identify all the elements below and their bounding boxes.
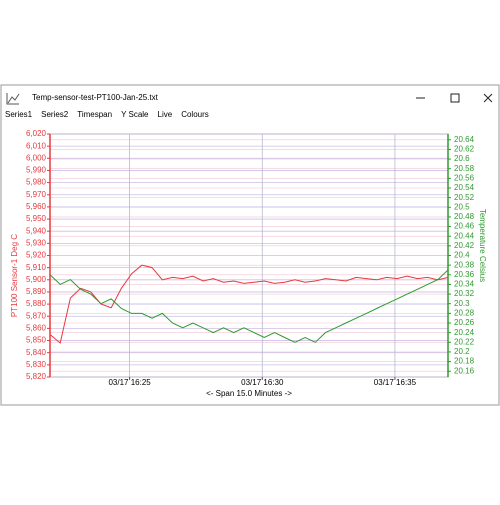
y-tick-label: 5,950 bbox=[26, 214, 47, 223]
y2-tick-label: 20.48 bbox=[454, 212, 475, 221]
close-button[interactable] bbox=[483, 93, 493, 103]
y-tick-label: 5,860 bbox=[26, 324, 47, 333]
y-tick-label: 6,020 bbox=[26, 129, 47, 138]
menu-item[interactable]: Timespan bbox=[77, 110, 112, 119]
y-tick-label: 5,940 bbox=[26, 226, 47, 235]
y2-tick-label: 20.6 bbox=[454, 154, 470, 163]
y-tick-label: 5,880 bbox=[26, 299, 47, 308]
y-tick-label: 5,980 bbox=[26, 178, 47, 187]
app-icon bbox=[6, 93, 20, 105]
y2-tick-label: 20.34 bbox=[454, 280, 475, 289]
menu-bar: Series1 Series2 Timespan Y Scale Live Colours bbox=[5, 110, 209, 119]
y2-tick-label: 20.4 bbox=[454, 251, 470, 260]
y-tick-label: 5,990 bbox=[26, 166, 47, 175]
y2-tick-label: 20.64 bbox=[454, 135, 475, 144]
y2-tick-label: 20.2 bbox=[454, 347, 470, 356]
y2-tick-label: 20.58 bbox=[454, 164, 475, 173]
y-tick-label: 5,850 bbox=[26, 336, 47, 345]
y-tick-label: 5,840 bbox=[26, 348, 47, 357]
window-title: Temp-sensor-test-PT100-Jan-25.txt bbox=[32, 93, 159, 102]
menu-item[interactable]: Colours bbox=[181, 110, 209, 119]
y2-tick-label: 20.42 bbox=[454, 241, 475, 250]
x-tick-label: 03/17 16:35 bbox=[374, 378, 417, 387]
y2-tick-label: 20.38 bbox=[454, 260, 475, 269]
y-tick-label: 5,960 bbox=[26, 202, 47, 211]
x-axis-label: <- Span 15.0 Minutes -> bbox=[206, 389, 292, 398]
series-line bbox=[49, 264, 449, 344]
menu-item[interactable]: Y Scale bbox=[121, 110, 149, 119]
y2-tick-label: 20.32 bbox=[454, 289, 475, 298]
menu-item[interactable]: Series2 bbox=[41, 110, 69, 119]
y-tick-label: 5,920 bbox=[26, 251, 47, 260]
x-tick-label: 03/17 16:25 bbox=[108, 378, 151, 387]
y2-tick-label: 20.26 bbox=[454, 318, 475, 327]
series-line bbox=[49, 269, 449, 343]
maximize-button[interactable] bbox=[450, 93, 460, 103]
y2-tick-label: 20.36 bbox=[454, 270, 475, 279]
y-axis-label: PT100 Sensor-1 Deg C bbox=[10, 234, 19, 317]
y2-tick-label: 20.22 bbox=[454, 337, 475, 346]
menu-item[interactable]: Series1 bbox=[5, 110, 33, 119]
y2-tick-label: 20.18 bbox=[454, 357, 475, 366]
y2-tick-label: 20.3 bbox=[454, 299, 470, 308]
y2-axis-label: Temperature Celsius bbox=[478, 209, 487, 282]
y2-tick-label: 20.16 bbox=[454, 366, 475, 375]
y-tick-label: 6,000 bbox=[26, 153, 47, 162]
y-tick-label: 5,820 bbox=[26, 372, 47, 381]
y2-tick-label: 20.5 bbox=[454, 202, 470, 211]
y-tick-label: 5,970 bbox=[26, 190, 47, 199]
x-tick-label: 03/17 16:30 bbox=[241, 378, 284, 387]
y-tick-label: 6,010 bbox=[26, 141, 47, 150]
y2-tick-label: 20.44 bbox=[454, 231, 475, 240]
y2-tick-label: 20.46 bbox=[454, 222, 475, 231]
y2-tick-label: 20.56 bbox=[454, 173, 475, 182]
y2-tick-label: 20.52 bbox=[454, 193, 475, 202]
y2-tick-label: 20.28 bbox=[454, 308, 475, 317]
y-tick-label: 5,890 bbox=[26, 287, 47, 296]
y-tick-label: 5,930 bbox=[26, 238, 47, 247]
y-tick-label: 5,910 bbox=[26, 263, 47, 272]
chart: 5,820 5,830 5,840 5,850 5,860 5,870 5,880 5,890… bbox=[10, 129, 487, 398]
y-tick-label: 5,830 bbox=[26, 360, 47, 369]
y2-tick-label: 20.62 bbox=[454, 145, 475, 154]
y-tick-label: 5,900 bbox=[26, 275, 47, 284]
y2-tick-label: 20.24 bbox=[454, 328, 475, 337]
menu-item[interactable]: Live bbox=[158, 110, 173, 119]
y-tick-label: 5,870 bbox=[26, 311, 47, 320]
y2-tick-label: 20.54 bbox=[454, 183, 475, 192]
